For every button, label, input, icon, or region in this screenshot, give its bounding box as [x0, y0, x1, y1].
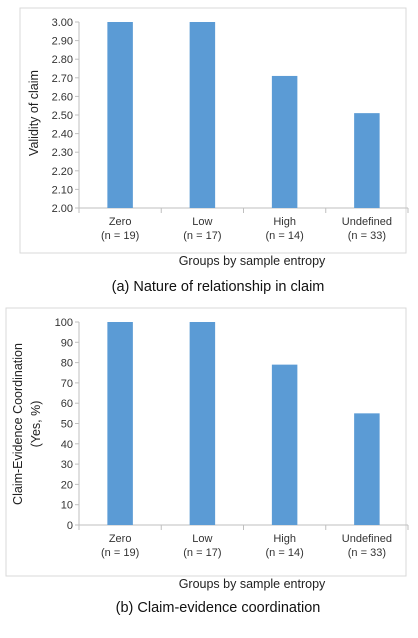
bar-high [271, 75, 298, 208]
x-category-count: (n = 33) [348, 547, 386, 559]
y-tick-label: 100 [55, 317, 73, 329]
x-category-label: Low [192, 533, 212, 545]
y-tick-label: 2.30 [52, 147, 73, 159]
x-category-label: Zero [109, 533, 132, 545]
chart-a-x-categories: Zero (n = 19) Low (n = 17) High (n = 14) Undef… [101, 216, 392, 242]
chart-a-y-axis-label: Validity of claim [27, 70, 41, 156]
chart-b-x-axis-label: Groups by sample entropy [179, 577, 326, 591]
y-tick-label: 90 [61, 337, 73, 349]
chart-b-y-axis-label-line2: (Yes, %) [29, 401, 43, 448]
bar-undefined [354, 113, 380, 208]
y-tick-label: 10 [61, 500, 73, 512]
chart-b-axes [75, 321, 409, 530]
x-category-count: (n = 19) [101, 547, 139, 559]
x-category-label: High [273, 533, 296, 545]
chart-a-y-ticks: 2.00 2.10 2.20 2.30 2.40 2.50 2.60 2.70 2.80 2.90… [52, 17, 73, 215]
y-tick-label: 0 [67, 520, 73, 532]
chart-b-y-ticks: 0 10 20 30 40 50 60 70 80 90 100 [55, 317, 73, 532]
y-tick-label: 60 [61, 398, 73, 410]
bar-low [189, 22, 216, 208]
chart-b-x-categories: Zero (n = 19) Low (n = 17) High (n = 14) Undef… [101, 533, 392, 559]
x-category-count: (n = 17) [183, 230, 221, 242]
y-tick-label: 2.70 [52, 73, 73, 85]
chart-a: 2.00 2.10 2.20 2.30 2.40 2.50 2.60 2.70 2.80 2.90… [19, 7, 409, 295]
bar-undefined [354, 413, 380, 525]
y-tick-label: 2.40 [52, 129, 73, 141]
bar-zero [107, 22, 133, 208]
chart-b-caption: (b) Claim-evidence coordination [116, 600, 321, 616]
x-category-count: (n = 19) [101, 230, 139, 242]
y-tick-label: 40 [61, 439, 73, 451]
bar-high [271, 364, 298, 525]
x-category-count: (n = 33) [348, 230, 386, 242]
x-category-count: (n = 17) [183, 547, 221, 559]
x-category-count: (n = 14) [266, 547, 304, 559]
chart-b-y-axis-label: Claim-Evidence Coordination [11, 343, 25, 505]
x-category-count: (n = 14) [266, 230, 304, 242]
y-tick-label: 2.90 [52, 36, 73, 48]
chart-b-bars [107, 322, 380, 525]
y-tick-label: 30 [61, 459, 73, 471]
y-tick-label: 2.00 [52, 203, 73, 215]
y-tick-label: 80 [61, 358, 73, 370]
y-tick-label: 20 [61, 479, 73, 491]
chart-a-caption: (a) Nature of relationship in claim [112, 279, 325, 295]
bar-zero [107, 322, 133, 525]
chart-a-bars [107, 22, 380, 208]
y-tick-label: 2.10 [52, 184, 73, 196]
x-category-label: Zero [109, 216, 132, 228]
y-tick-label: 70 [61, 378, 73, 390]
y-tick-label: 3.00 [52, 17, 73, 29]
x-category-label: Undefined [342, 533, 392, 545]
y-tick-label: 50 [61, 419, 73, 431]
y-tick-label: 2.50 [52, 110, 73, 122]
chart-a-axes [75, 21, 409, 213]
y-tick-label: 2.20 [52, 166, 73, 178]
x-category-label: Low [192, 216, 212, 228]
chart-a-x-axis-label: Groups by sample entropy [179, 254, 326, 268]
chart-b: 0 10 20 30 40 50 60 70 80 90 100 Zero (n = 19) Low (n… [5, 307, 409, 616]
bar-low [189, 322, 216, 525]
y-tick-label: 2.60 [52, 91, 73, 103]
y-tick-label: 2.80 [52, 54, 73, 66]
x-category-label: Undefined [342, 216, 392, 228]
x-category-label: High [273, 216, 296, 228]
